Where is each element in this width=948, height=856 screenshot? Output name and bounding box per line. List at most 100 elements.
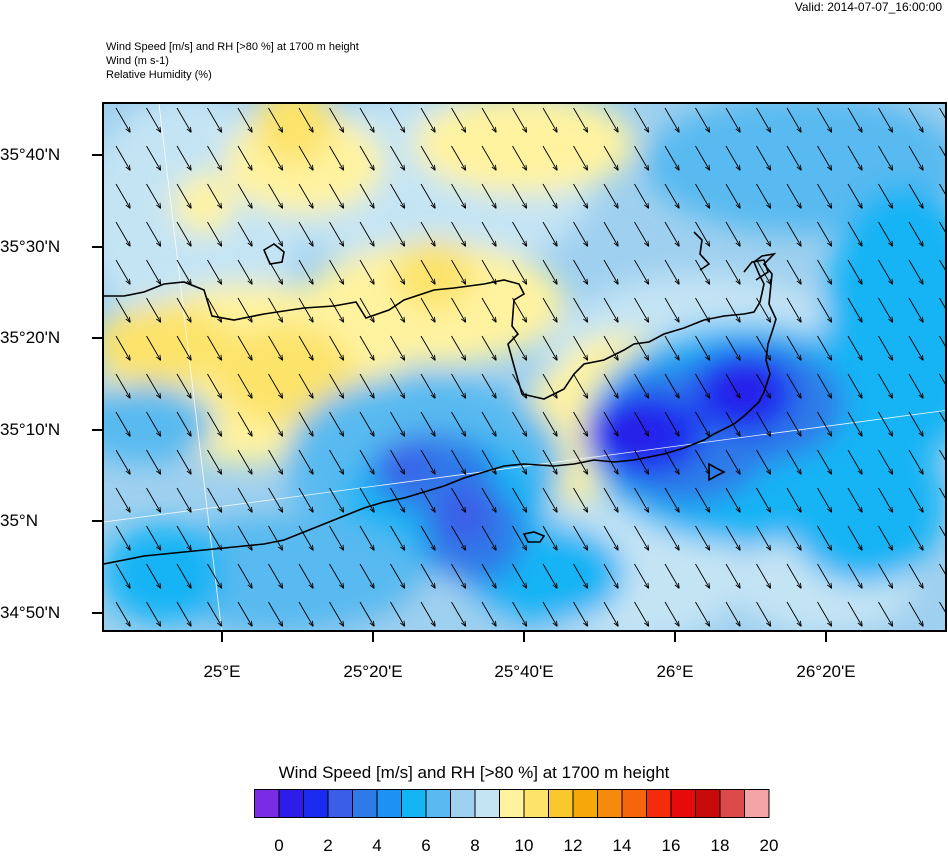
wind-arrow bbox=[939, 563, 945, 575]
wind-arrow bbox=[878, 259, 893, 284]
wind-arrow bbox=[634, 411, 649, 436]
wind-arrow bbox=[878, 525, 893, 550]
wind-arrow bbox=[237, 107, 252, 132]
wind-arrow bbox=[481, 487, 496, 512]
wind-arrow bbox=[390, 107, 405, 132]
wind-arrow bbox=[329, 145, 344, 170]
wind-arrow bbox=[146, 221, 161, 246]
wind-arrow bbox=[756, 373, 771, 398]
wind-arrow bbox=[634, 259, 649, 284]
wind-arrow bbox=[908, 563, 923, 588]
wind-arrow bbox=[176, 335, 191, 360]
wind-arrow bbox=[420, 411, 435, 436]
wind-arrow bbox=[908, 335, 923, 360]
wind-arrow bbox=[664, 563, 679, 588]
wind-arrow bbox=[237, 221, 252, 246]
wind-arrow bbox=[756, 411, 771, 436]
wind-arrow bbox=[756, 335, 771, 360]
wind-arrow bbox=[573, 411, 588, 436]
wind-arrow bbox=[786, 335, 801, 360]
wind-arrow bbox=[878, 601, 893, 626]
wind-arrow bbox=[359, 145, 374, 170]
wind-arrow bbox=[207, 373, 222, 398]
wind-arrow bbox=[664, 145, 679, 170]
wind-arrow bbox=[817, 297, 832, 322]
wind-arrow bbox=[573, 183, 588, 208]
wind-arrow bbox=[451, 221, 466, 246]
wind-arrow bbox=[268, 259, 283, 284]
wind-arrow bbox=[329, 259, 344, 284]
wind-arrow bbox=[695, 221, 710, 246]
wind-arrow bbox=[603, 449, 618, 474]
wind-arrow bbox=[725, 563, 740, 588]
wind-arrow bbox=[115, 411, 130, 436]
wind-arrow bbox=[329, 373, 344, 398]
wind-arrow bbox=[451, 525, 466, 550]
wind-arrow bbox=[390, 221, 405, 246]
colorbar-cell bbox=[401, 789, 427, 818]
wind-arrow bbox=[634, 525, 649, 550]
wind-arrow bbox=[817, 259, 832, 284]
wind-arrow bbox=[237, 373, 252, 398]
colorbar-cell bbox=[474, 789, 500, 818]
wind-arrow bbox=[847, 563, 862, 588]
wind-arrow bbox=[359, 183, 374, 208]
wind-arrow bbox=[725, 145, 740, 170]
wind-arrow bbox=[329, 563, 344, 588]
wind-arrow bbox=[664, 601, 679, 626]
wind-arrow bbox=[878, 449, 893, 474]
wind-arrow bbox=[786, 487, 801, 512]
wind-arrow bbox=[146, 411, 161, 436]
wind-arrow bbox=[207, 183, 222, 208]
wind-arrow bbox=[939, 525, 945, 537]
wind-arrow bbox=[451, 107, 466, 132]
wind-arrow bbox=[420, 373, 435, 398]
wind-arrow bbox=[878, 335, 893, 360]
wind-arrow bbox=[817, 107, 832, 132]
wind-arrow bbox=[207, 449, 222, 474]
wind-arrow bbox=[115, 145, 130, 170]
wind-arrow bbox=[268, 145, 283, 170]
wind-arrow bbox=[817, 183, 832, 208]
wind-arrow bbox=[268, 221, 283, 246]
wind-arrow bbox=[786, 525, 801, 550]
wind-arrow bbox=[115, 183, 130, 208]
wind-arrow bbox=[908, 297, 923, 322]
wind-arrow bbox=[298, 411, 313, 436]
wind-arrow bbox=[573, 449, 588, 474]
wind-arrow bbox=[634, 145, 649, 170]
wind-arrow bbox=[817, 335, 832, 360]
wind-arrow bbox=[237, 487, 252, 512]
wind-arrow bbox=[512, 107, 527, 132]
wind-arrow bbox=[847, 525, 862, 550]
wind-arrow bbox=[512, 601, 527, 626]
wind-arrow bbox=[756, 221, 771, 246]
wind-arrow bbox=[359, 335, 374, 360]
wind-arrow bbox=[237, 601, 252, 626]
wind-arrow bbox=[329, 525, 344, 550]
wind-arrow bbox=[939, 601, 945, 613]
wind-arrow bbox=[542, 335, 557, 360]
wind-arrow bbox=[359, 297, 374, 322]
lat-label-3: 35°20'N bbox=[0, 328, 61, 347]
wind-arrow bbox=[512, 297, 527, 322]
wind-arrow bbox=[603, 373, 618, 398]
wind-arrow bbox=[786, 373, 801, 398]
wind-arrow bbox=[664, 373, 679, 398]
wind-arrow bbox=[908, 145, 923, 170]
wind-arrow bbox=[634, 563, 649, 588]
wind-arrow bbox=[664, 411, 679, 436]
colorbar-cell bbox=[670, 789, 696, 818]
wind-arrow bbox=[390, 411, 405, 436]
wind-arrow bbox=[603, 183, 618, 208]
wind-arrow bbox=[756, 449, 771, 474]
wind-arrow bbox=[603, 221, 618, 246]
colorbar bbox=[254, 789, 770, 818]
wind-arrow bbox=[695, 107, 710, 132]
wind-arrow bbox=[756, 487, 771, 512]
wind-arrow bbox=[695, 487, 710, 512]
colorbar-cell bbox=[719, 789, 745, 818]
wind-arrow bbox=[634, 297, 649, 322]
wind-arrow bbox=[573, 525, 588, 550]
colorbar-cell bbox=[523, 789, 549, 818]
